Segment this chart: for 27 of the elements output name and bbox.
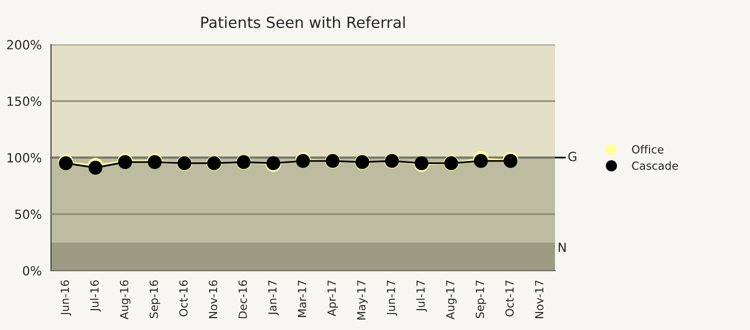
band-label: N bbox=[558, 242, 566, 252]
x-tick-label: Mar-17 bbox=[298, 280, 306, 317]
x-tick-label: Apr-17 bbox=[328, 280, 338, 316]
y-tick-label: 0% bbox=[22, 266, 42, 276]
legend-label: Office bbox=[632, 144, 664, 154]
chart-title: Patients Seen with Referral bbox=[201, 16, 405, 28]
x-tick-label: Nov-17 bbox=[535, 280, 544, 318]
x-tick-label: Dec-16 bbox=[238, 280, 247, 318]
x-tick-label: Aug-16 bbox=[120, 280, 130, 320]
x-tick-label: Jul-17 bbox=[416, 280, 427, 312]
x-tick-label: Aug-17 bbox=[446, 280, 457, 320]
y-tick-label: 150% bbox=[8, 96, 42, 106]
x-tick-label: Jun-16 bbox=[60, 280, 72, 316]
ref-line-label: G bbox=[568, 152, 576, 162]
x-tick-label: Jul-16 bbox=[90, 280, 101, 312]
y-tick-label: 200% bbox=[7, 40, 42, 50]
x-tick-label: May-17 bbox=[357, 280, 368, 320]
x-tick-label: Oct-16 bbox=[179, 280, 188, 316]
x-tick-label: Jan-17 bbox=[268, 280, 279, 316]
x-tick-label: Sep-17 bbox=[476, 280, 486, 318]
y-tick-label: 100% bbox=[8, 153, 42, 162]
y-tick-label: 50% bbox=[15, 210, 42, 220]
x-tick-label: Jun-17 bbox=[386, 280, 398, 316]
x-tick-label: Nov-16 bbox=[208, 280, 218, 318]
x-tick-label: Oct-17 bbox=[505, 280, 514, 316]
legend-label: Cascade bbox=[632, 161, 678, 170]
x-tick-label: Sep-16 bbox=[150, 280, 160, 318]
